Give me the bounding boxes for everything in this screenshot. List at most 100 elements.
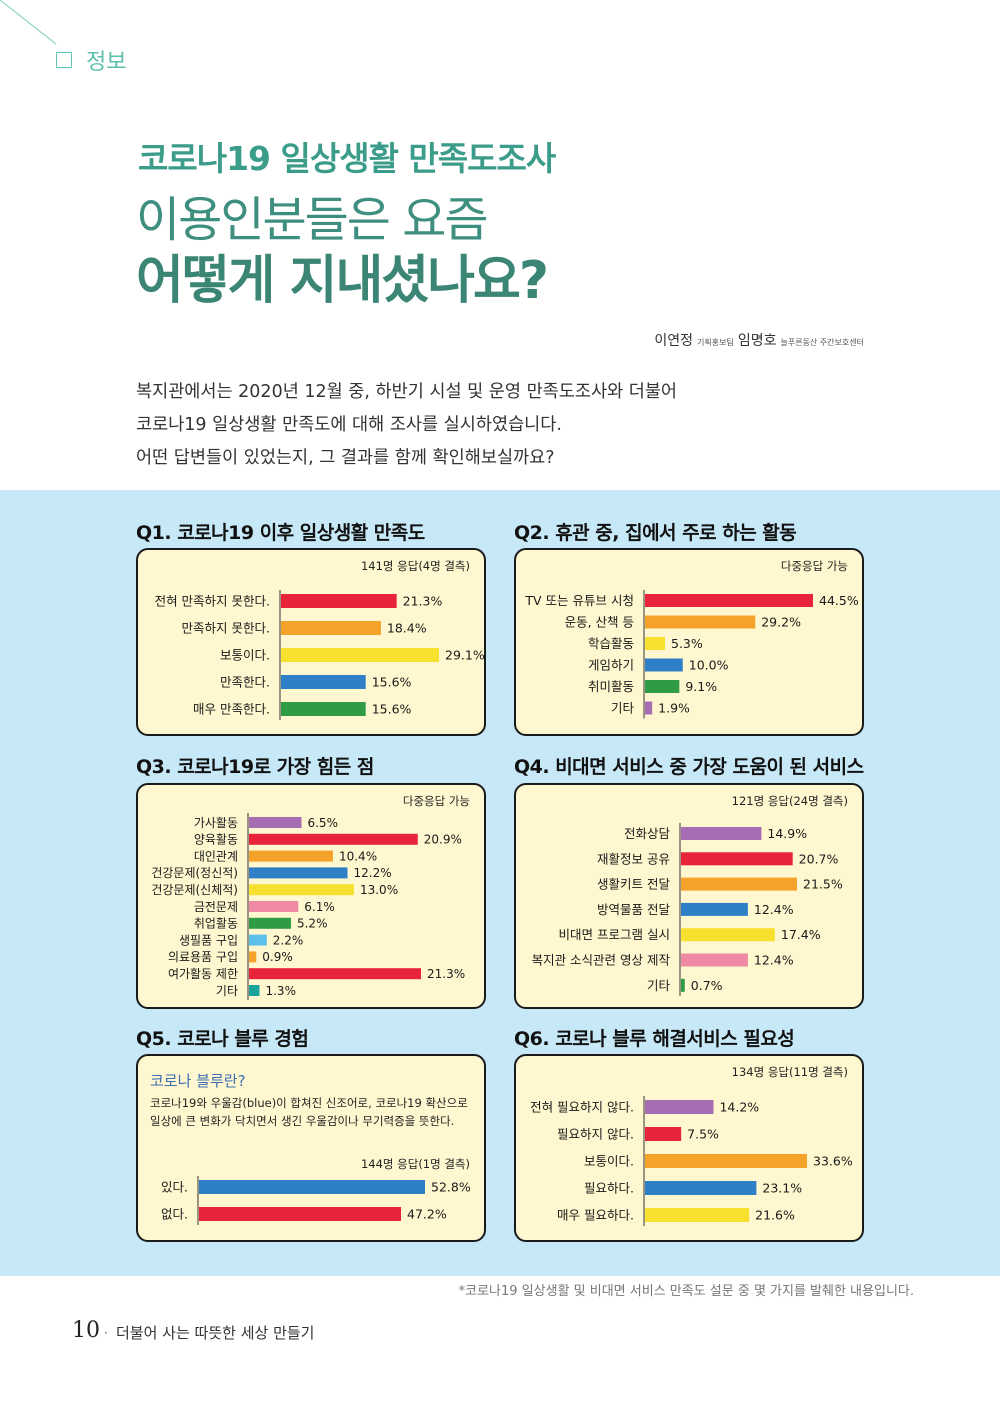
q3-category-label: 양육활동	[194, 833, 238, 847]
q2-bar-chart: TV 또는 유튜브 시청 44.5% 운동, 산책 등 29.2% 학습활동 5.3% 게임…	[524, 590, 859, 719]
q3-value-label: 6.1%	[304, 900, 335, 914]
q5-definition-text: 코로나19와 우울감(blue)이 합쳐진 신조어로, 코로나19 확산으로 일…	[150, 1096, 468, 1128]
q3-category-label: 의료용품 구입	[168, 950, 238, 964]
q3-bar	[249, 934, 267, 946]
intro-paragraph: 복지관에서는 2020년 12월 중, 하반기 시설 및 운영 만족도조사와 더…	[136, 376, 677, 475]
q2-bar	[645, 594, 813, 607]
q5-bar	[199, 1207, 402, 1221]
q5-response-note: 144명 응답(1명 결측)	[360, 1157, 470, 1171]
q3-title: Q3. 코로나19로 가장 힘든 점	[136, 756, 374, 778]
section-label: 정보	[86, 50, 127, 75]
q6-response-note: 134명 응답(11명 결측)	[731, 1065, 848, 1079]
title-line-3: 어떻게 지내셨나요?	[136, 251, 549, 311]
q3-bar	[249, 833, 418, 845]
q4-bar	[681, 852, 793, 866]
q5-category-label: 없다.	[161, 1207, 188, 1222]
q2-category-label: 기타	[611, 701, 635, 716]
q3-bar	[249, 917, 291, 929]
q4-value-label: 21.5%	[803, 877, 843, 892]
page-footer-title: 더불어 사는 따뜻한 세상 만들기	[116, 1324, 315, 1342]
q2-category-label: TV 또는 유튜브 시청	[524, 593, 634, 608]
q5-bar-chart: 있다. 52.8% 없다. 47.2%	[161, 1176, 471, 1225]
q4-bar-chart: 전화상담 14.9% 재활정보 공유 20.7% 생활키트 전달 21.5% 방역물품 전달…	[532, 823, 843, 996]
q4-category-label: 전화상담	[624, 826, 671, 841]
q3-value-label: 2.2%	[273, 933, 304, 947]
q4-value-label: 14.9%	[767, 826, 807, 841]
footnote: *코로나19 일상생활 및 비대면 서비스 만족도 설문 중 몇 가지를 발췌한…	[458, 1284, 914, 1299]
q2-bar	[645, 680, 680, 693]
q5-value-label: 52.8%	[431, 1180, 471, 1195]
q1-bar	[281, 594, 397, 608]
corner-decoration	[0, 0, 57, 45]
q2-category-label: 취미활동	[588, 679, 634, 694]
q6-value-label: 23.1%	[762, 1181, 802, 1196]
q5-title: Q5. 코로나 블루 경험	[136, 1028, 309, 1050]
q1-value-label: 15.6%	[372, 702, 412, 717]
q3-category-label: 가사활동	[194, 816, 238, 830]
q4-title: Q4. 비대면 서비스 중 가장 도움이 된 서비스	[514, 756, 864, 778]
q1-response-note: 141명 응답(4명 결측)	[360, 559, 470, 573]
q6-chart-panel: 134명 응답(11명 결측) 전혀 필요하지 않다. 14.2% 필요하지 않다.…	[514, 1054, 864, 1242]
q4-category-label: 재활정보 공유	[597, 851, 670, 866]
q2-bar	[645, 615, 756, 629]
q1-category-label: 전혀 만족하지 못한다.	[155, 594, 270, 609]
q4-category-label: 비대면 프로그램 실시	[559, 927, 670, 942]
q1-category-label: 만족하지 못한다.	[182, 621, 270, 636]
author-role-1: 기획홍보팀	[697, 338, 734, 347]
q6-category-label: 필요하다.	[584, 1181, 634, 1196]
q3-bar	[249, 817, 302, 828]
q5-chart-panel: 코로나 블루란? 코로나19와 우울감(blue)이 합쳐진 신조어로, 코로나…	[136, 1054, 486, 1242]
q3-category-label: 금전문제	[194, 900, 238, 914]
title-line-1: 코로나19 일상생활 만족도조사	[138, 139, 556, 178]
q2-bar	[645, 658, 683, 672]
q4-bar	[681, 877, 797, 891]
q1-bar	[281, 702, 366, 716]
q2-value-label: 44.5%	[819, 593, 859, 608]
q4-response-note: 121명 응답(24명 결측)	[731, 794, 848, 808]
q3-value-label: 12.2%	[354, 866, 392, 880]
q3-value-label: 1.3%	[265, 984, 296, 998]
q1-value-label: 29.1%	[445, 648, 485, 663]
q1-category-label: 보통이다.	[220, 648, 270, 663]
q3-category-label: 건강문제(신체적)	[151, 883, 238, 897]
q2-bar	[645, 637, 666, 650]
q5-bar	[199, 1180, 425, 1194]
q4-value-label: 20.7%	[799, 851, 839, 866]
q6-value-label: 14.2%	[719, 1100, 759, 1115]
q3-category-label: 건강문제(정신적)	[151, 866, 238, 880]
q3-bar	[249, 884, 354, 896]
q4-bar	[681, 978, 685, 992]
q3-bar	[249, 867, 348, 879]
q6-bar	[645, 1127, 682, 1141]
q1-chart-panel: 141명 응답(4명 결측) 전혀 만족하지 못한다. 21.3% 만족하지 못한다…	[136, 548, 486, 736]
q2-value-label: 1.9%	[658, 701, 690, 716]
q5-value-label: 47.2%	[407, 1207, 447, 1222]
q4-category-label: 복지관 소식관련 영상 제작	[532, 953, 671, 968]
author-credits: 이연정 기획홍보팀 임명호 늘푸른동산 주간보호센터	[654, 330, 864, 350]
q3-category-label: 기타	[216, 984, 238, 998]
q2-category-label: 운동, 산책 등	[565, 615, 634, 630]
q2-title: Q2. 휴관 중, 집에서 주로 하는 활동	[514, 522, 797, 544]
q3-value-label: 0.9%	[262, 950, 293, 964]
q6-value-label: 7.5%	[687, 1127, 719, 1142]
section-tag: 정보	[56, 44, 126, 76]
q6-bar	[645, 1154, 807, 1168]
q4-value-label: 12.4%	[754, 902, 794, 917]
author-role-2: 늘푸른동산 주간보호센터	[780, 338, 864, 347]
q4-value-label: 17.4%	[781, 927, 821, 942]
page-separator: ·	[104, 1326, 108, 1340]
q3-category-label: 생필품 구입	[179, 933, 238, 947]
intro-line-3: 어떤 답변들이 있었는지, 그 결과를 함께 확인해보실까요?	[136, 448, 555, 468]
q6-category-label: 매우 필요하다.	[557, 1208, 634, 1223]
q4-bar	[681, 827, 762, 840]
q6-bar	[645, 1181, 757, 1195]
q2-bar	[645, 701, 653, 715]
q4-value-label: 0.7%	[691, 978, 723, 993]
q3-value-label: 20.9%	[424, 833, 462, 847]
q3-bar	[249, 901, 299, 912]
q2-category-label: 학습활동	[588, 636, 634, 651]
q3-bar	[249, 968, 421, 980]
q2-chart-panel: 다중응답 가능 TV 또는 유튜브 시청 44.5% 운동, 산책 등 29.2% 학습…	[514, 548, 864, 736]
intro-line-2: 코로나19 일상생활 만족도에 대해 조사를 실시하였습니다.	[136, 415, 562, 435]
intro-line-1: 복지관에서는 2020년 12월 중, 하반기 시설 및 운영 만족도조사와 더…	[136, 382, 678, 402]
